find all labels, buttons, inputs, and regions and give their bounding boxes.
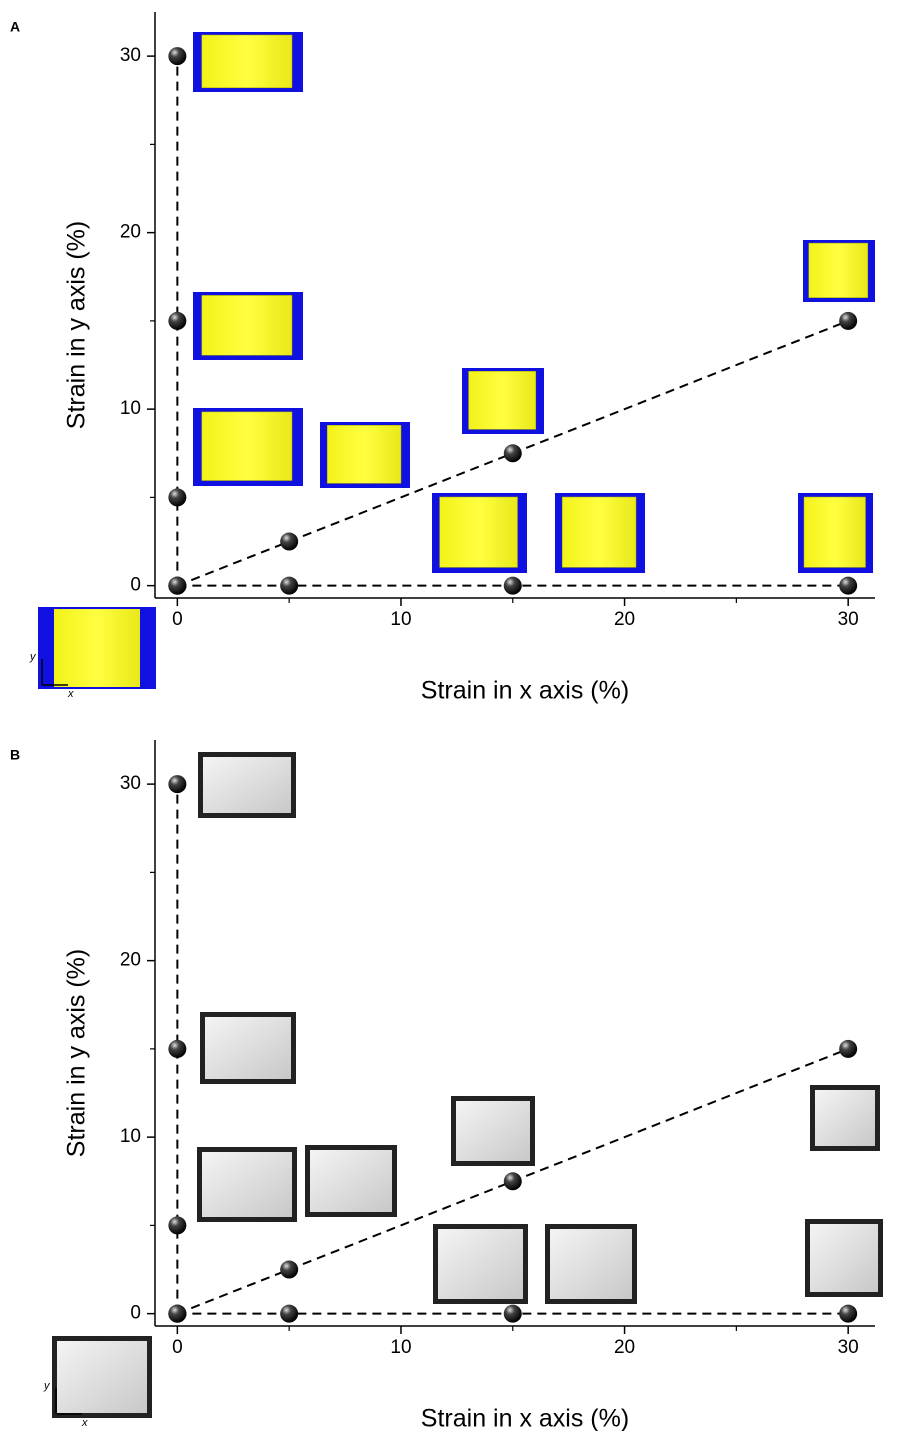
x-tick-label: 0: [172, 1337, 183, 1358]
y-tick-label: 10: [120, 398, 141, 419]
inset-x-label: x: [81, 1417, 88, 1429]
y-tick-label: 30: [120, 773, 141, 794]
x-tick-label: 30: [838, 609, 859, 630]
data-point: [839, 1305, 857, 1323]
thumbnail-sheet: [202, 412, 292, 481]
thumbnail-sheet: [438, 1229, 523, 1299]
y-tick-label: 10: [120, 1126, 141, 1147]
y-tick-label: 0: [130, 1303, 141, 1324]
thumbnail-sheet: [203, 757, 291, 813]
data-point: [168, 577, 186, 595]
inset-x-label: x: [67, 688, 74, 700]
data-point: [504, 1305, 522, 1323]
data-point: [839, 577, 857, 595]
y-tick-label: 30: [120, 45, 141, 66]
data-point: [280, 1261, 298, 1279]
y-tick-label: 20: [120, 222, 141, 243]
x-tick-label: 20: [614, 609, 635, 630]
inset-sheet: [57, 1341, 147, 1413]
thumbnail-sheet: [202, 35, 292, 88]
thumbnail-sheet: [810, 1224, 878, 1292]
thumbnail-sheet: [815, 1090, 875, 1146]
thumbnail-sheet: [809, 243, 868, 298]
y-tick-label: 20: [120, 950, 141, 971]
data-point: [280, 533, 298, 551]
data-point: [280, 577, 298, 595]
x-tick-label: 30: [838, 1337, 859, 1358]
thumbnail-sheet: [327, 425, 401, 483]
x-axis-title: Strain in x axis (%): [421, 1405, 629, 1431]
data-point: [168, 47, 186, 65]
x-tick-label: 20: [614, 1337, 635, 1358]
thumbnail-sheet: [562, 497, 636, 567]
x-tick-label: 10: [390, 609, 411, 630]
y-axis-title: Strain in y axis (%): [63, 949, 91, 1157]
thumbnail-sheet: [456, 1101, 530, 1161]
thumbnail-sheet: [469, 371, 536, 429]
inset-y-label: y: [43, 1380, 51, 1392]
data-point: [168, 1040, 186, 1058]
inset-y-label: y: [29, 651, 37, 663]
thumbnail-sheet: [202, 295, 292, 355]
thumbnail-sheet: [440, 497, 518, 567]
data-point: [168, 1216, 186, 1234]
data-point: [504, 577, 522, 595]
y-tick-label: 0: [130, 575, 141, 596]
inset-sheet: [54, 609, 140, 687]
thumbnail-sheet: [205, 1017, 291, 1079]
thumbnail-sheet: [550, 1229, 632, 1299]
thumbnail-sheet: [202, 1152, 292, 1217]
data-point: [168, 312, 186, 330]
thumbnail-sheet: [310, 1150, 392, 1212]
data-point: [504, 444, 522, 462]
data-point: [168, 488, 186, 506]
data-point: [168, 1305, 186, 1323]
thumbnail-sheet: [804, 497, 866, 567]
data-point: [280, 1305, 298, 1323]
data-point: [839, 1040, 857, 1058]
y-axis-title: Strain in y axis (%): [63, 221, 91, 429]
page: Ax y 0 10 20 30 0 10 20 30 Strain in x axis (%) Str…: [0, 0, 902, 1436]
panel-label: B: [10, 747, 20, 763]
x-tick-label: 0: [172, 609, 183, 630]
panel-label: A: [10, 19, 20, 35]
chart: Ax y 0 10 20 30 0 10 20 30 Strain in x axis (%) Str…: [0, 0, 902, 1431]
data-point: [168, 775, 186, 793]
x-axis-title: Strain in x axis (%): [421, 677, 629, 705]
data-point: [504, 1172, 522, 1190]
x-tick-label: 10: [390, 1337, 411, 1358]
data-point: [839, 312, 857, 330]
